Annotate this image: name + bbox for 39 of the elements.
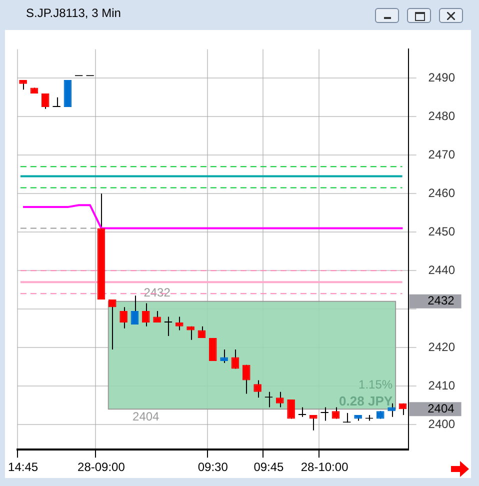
y-tick-label: 2460 bbox=[428, 186, 456, 200]
y-tick-label: 2440 bbox=[428, 262, 456, 277]
candlestick bbox=[287, 399, 295, 420]
candlestick bbox=[41, 92, 50, 110]
annotation: 1.15% bbox=[358, 377, 393, 392]
candlestick bbox=[198, 326, 206, 338]
candlestick bbox=[175, 316, 184, 331]
y-tick-label: 2420 bbox=[428, 340, 456, 354]
annotation: 2404 bbox=[132, 409, 160, 424]
y-tick-label: 2470 bbox=[428, 147, 456, 162]
y-tick-label: 2400 bbox=[428, 416, 456, 431]
chart-title: S.JP.J8113, 3 Min bbox=[26, 6, 121, 20]
x-tick-label: 14:45 bbox=[8, 460, 38, 474]
candlestick bbox=[254, 380, 262, 398]
text: 2432 bbox=[428, 294, 455, 308]
candlestick bbox=[231, 349, 240, 370]
candlestick bbox=[108, 298, 116, 350]
x-tick-label: 28-09:00 bbox=[78, 460, 126, 474]
annotation: 2432 bbox=[144, 286, 171, 300]
candlestick bbox=[298, 406, 306, 418]
x-tick-label: 09:45 bbox=[254, 460, 284, 474]
y-tick-label: 2480 bbox=[428, 108, 456, 123]
x-tick-label: 09:30 bbox=[198, 460, 228, 474]
candlestick bbox=[19, 80, 27, 90]
candlestick bbox=[276, 391, 284, 408]
x-tick-label: 28-10:00 bbox=[300, 460, 349, 474]
band-label: 0.28 JPY bbox=[339, 393, 393, 408]
y-tick-label: 2490 bbox=[428, 70, 456, 84]
candlestick bbox=[320, 406, 328, 422]
candlestick bbox=[242, 364, 250, 394]
candlestick bbox=[186, 326, 194, 340]
candlestick bbox=[130, 295, 139, 325]
candlestick bbox=[220, 349, 228, 364]
y-tick-label: 2410 bbox=[428, 378, 456, 392]
text: 2404 bbox=[428, 401, 455, 416]
candlestick bbox=[52, 96, 60, 108]
candlestick bbox=[309, 414, 318, 431]
y-tick-label: 2450 bbox=[428, 224, 456, 238]
candlestick bbox=[164, 316, 172, 337]
